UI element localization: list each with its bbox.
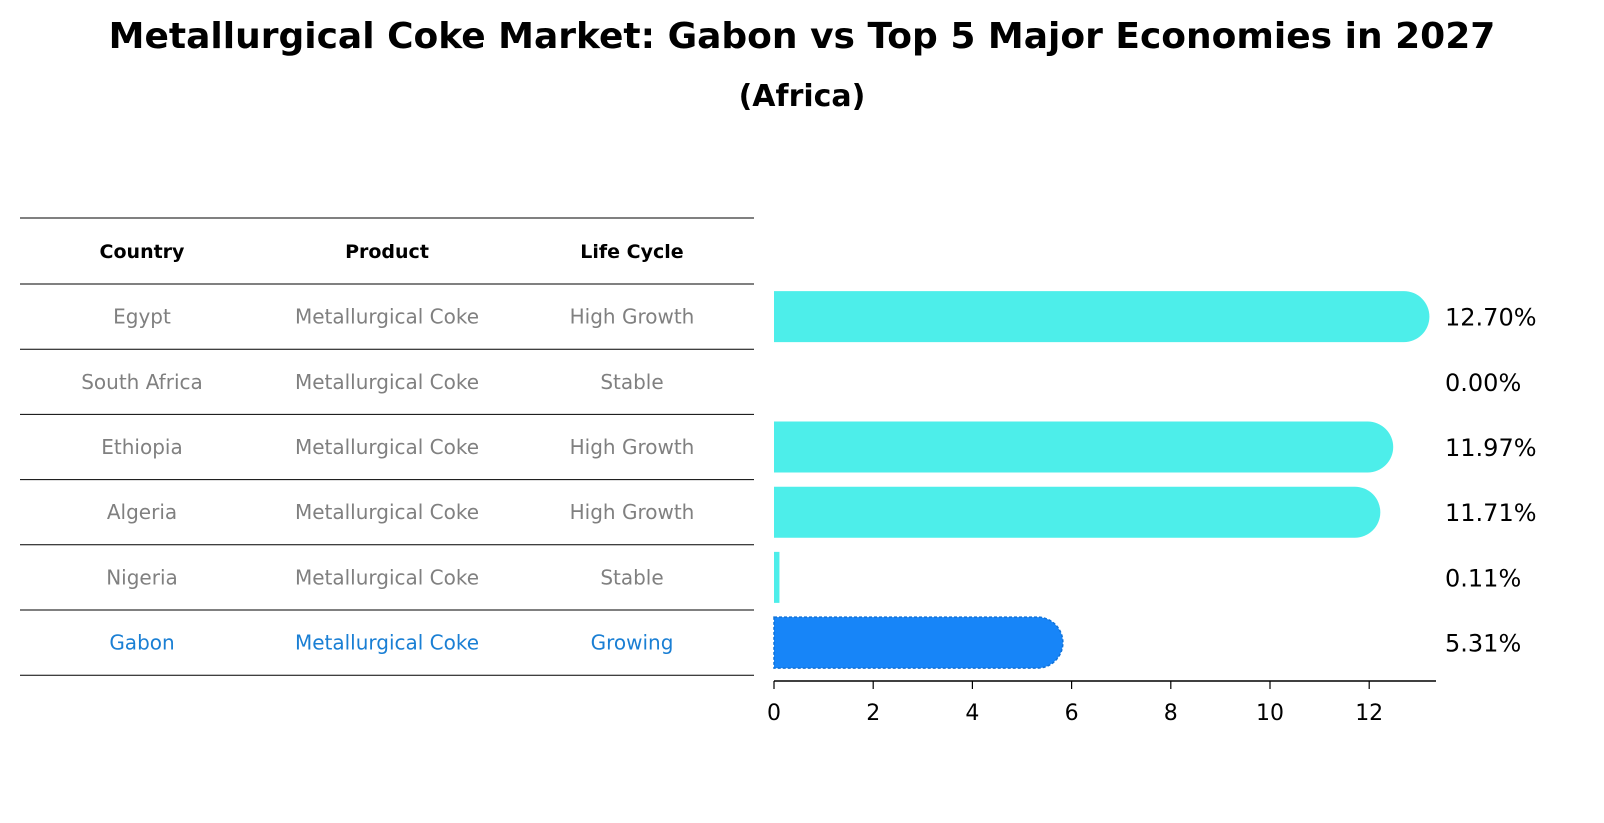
table-row: Gabon Metallurgical Coke Growing [109, 631, 673, 655]
bar-egypt [774, 291, 1430, 343]
x-tick-label: 12 [1355, 701, 1383, 726]
value-label: 0.11% [1445, 564, 1521, 592]
table-cell-life-cycle: High Growth [570, 435, 695, 459]
value-label: 0.00% [1445, 369, 1521, 397]
table-cell-country: Algeria [107, 500, 177, 524]
table-cell-country: Nigeria [106, 565, 178, 589]
table-cell-life-cycle: High Growth [570, 500, 695, 524]
table-cell-product: Metallurgical Coke [295, 631, 479, 655]
table-cell-product: Metallurgical Coke [295, 435, 479, 459]
table-cell-country: Ethiopia [101, 435, 182, 459]
table-cell-product: Metallurgical Coke [295, 305, 479, 329]
bar-algeria [774, 486, 1381, 538]
value-label: 11.71% [1445, 499, 1537, 527]
table-row: Ethiopia Metallurgical Coke High Growth [101, 435, 694, 459]
value-label: 5.31% [1445, 630, 1521, 658]
table-row: South Africa Metallurgical Coke Stable [81, 370, 663, 394]
x-tick-label: 0 [767, 701, 781, 726]
data-table: Country Product Life Cycle Egypt Metallurgic… [20, 217, 754, 676]
value-label: 11.97% [1445, 434, 1537, 462]
x-tick-label: 2 [866, 701, 880, 726]
header-life-cycle: Life Cycle [580, 241, 683, 263]
table-cell-life-cycle: Growing [591, 631, 674, 655]
table-cell-life-cycle: Stable [600, 565, 663, 589]
table-cell-country: Egypt [113, 305, 171, 329]
header-country: Country [100, 241, 186, 263]
value-label: 12.70% [1445, 304, 1537, 332]
bar-nigeria [774, 551, 780, 603]
table-cell-life-cycle: High Growth [570, 305, 695, 329]
bar-chart: 12.70% 0.00% 11.97% 11.71% 0.11% 5.31% [773, 291, 1537, 669]
table-cell-product: Metallurgical Coke [295, 370, 479, 394]
x-tick-label: 4 [965, 701, 979, 726]
table-cell-product: Metallurgical Coke [295, 500, 479, 524]
table-row: Algeria Metallurgical Coke High Growth [107, 500, 695, 524]
x-axis: 0 2 4 6 8 10 12 [767, 680, 1436, 726]
header-product: Product [345, 241, 429, 263]
table-row: Nigeria Metallurgical Coke Stable [106, 565, 663, 589]
x-tick-label: 8 [1164, 701, 1178, 726]
bar-gabon [773, 616, 1064, 669]
table-cell-country: Gabon [109, 631, 174, 655]
chart-title: Metallurgical Coke Market: Gabon vs Top … [108, 16, 1496, 57]
table-cell-product: Metallurgical Coke [295, 565, 479, 589]
table-row: Egypt Metallurgical Coke High Growth [113, 305, 694, 329]
x-tick-label: 6 [1065, 701, 1079, 726]
x-tick-label: 10 [1256, 701, 1284, 726]
chart-subtitle: (Africa) [738, 79, 866, 114]
table-cell-life-cycle: Stable [600, 370, 663, 394]
bar-ethiopia [774, 421, 1394, 473]
table-cell-country: South Africa [81, 370, 203, 394]
